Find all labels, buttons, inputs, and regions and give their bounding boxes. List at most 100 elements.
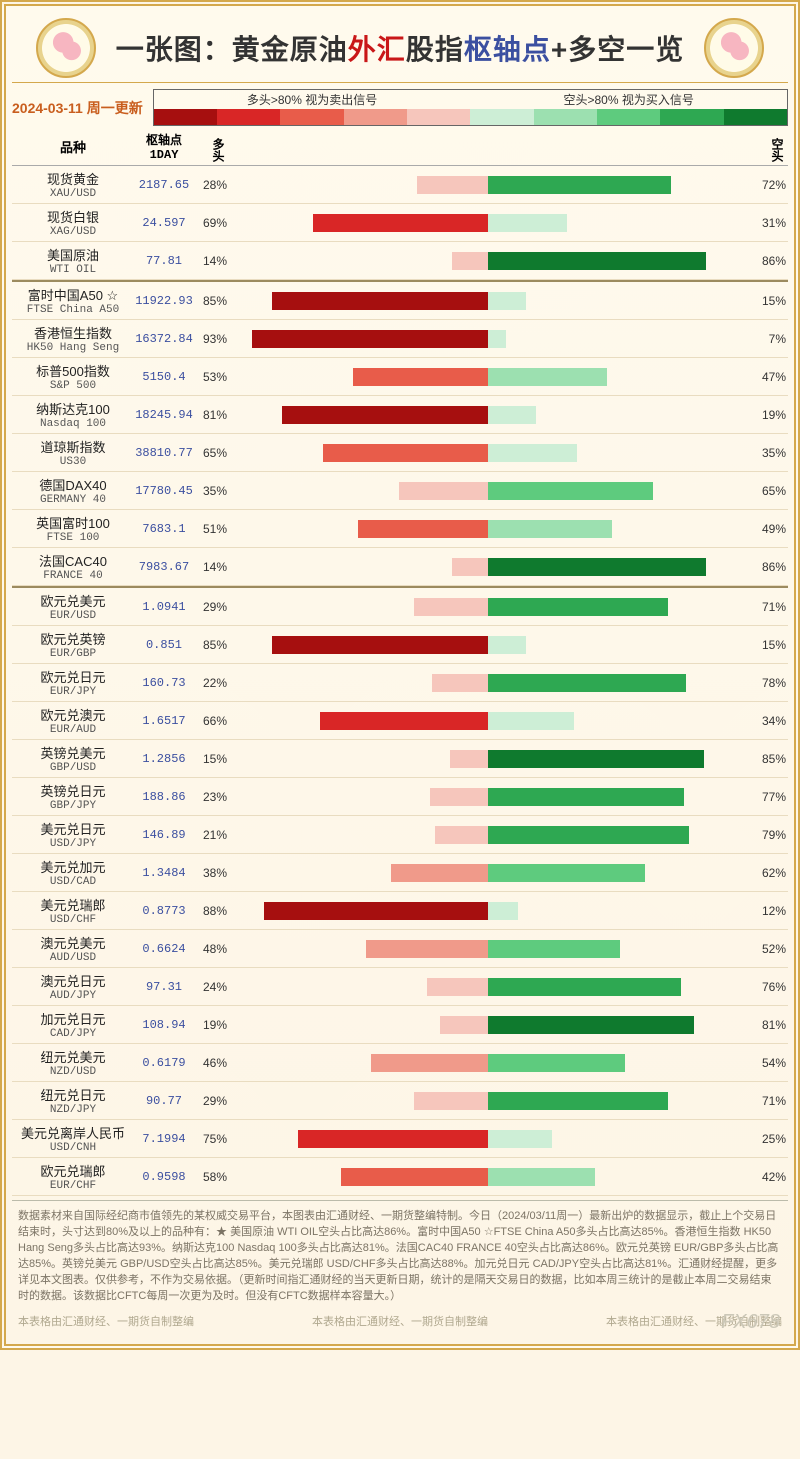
hdr-long: 多头 — [196, 132, 230, 162]
instrument-name: 英国富时100FTSE 100 — [14, 513, 132, 544]
long-pct: 19% — [196, 1018, 230, 1032]
ornament-right-icon — [704, 18, 764, 78]
legend-box: 多头>80% 视为卖出信号 空头>80% 视为买入信号 — [153, 89, 788, 126]
instrument-name: 美元兑离岸人民币USD/CNH — [14, 1123, 132, 1154]
pivot-value: 1.6517 — [132, 714, 196, 728]
legend-text-row: 多头>80% 视为卖出信号 空头>80% 视为买入信号 — [154, 90, 787, 109]
instrument-name: 纳斯达克100Nasdaq 100 — [14, 399, 132, 430]
short-bar-segment — [488, 1168, 595, 1186]
date-label: 2024-03-11 周一更新 — [12, 98, 143, 118]
long-bar-segment — [282, 406, 488, 424]
short-bar-segment — [488, 214, 567, 232]
table-row: 欧元兑美元EUR/USD1.094129%71% — [12, 586, 788, 626]
legend-swatch — [217, 109, 280, 125]
pivot-value: 77.81 — [132, 254, 196, 268]
long-bar-segment — [323, 444, 488, 462]
sentiment-bar — [230, 824, 746, 846]
long-pct: 29% — [196, 600, 230, 614]
instrument-name: 美国原油WTI OIL — [14, 245, 132, 276]
table-row: 美国原油WTI OIL77.8114%86% — [12, 242, 788, 280]
short-pct: 47% — [746, 370, 786, 384]
name-cn: 欧元兑澳元 — [14, 705, 132, 724]
name-en: GBP/JPY — [14, 800, 132, 812]
pivot-value: 2187.65 — [132, 178, 196, 192]
name-cn: 美元兑离岸人民币 — [14, 1123, 132, 1142]
pivot-value: 16372.84 — [132, 332, 196, 346]
legend-swatch — [280, 109, 343, 125]
sentiment-bar — [230, 404, 746, 426]
instrument-name: 欧元兑日元EUR/JPY — [14, 667, 132, 698]
instrument-name: 现货白银XAG/USD — [14, 207, 132, 238]
name-cn: 欧元兑英镑 — [14, 629, 132, 648]
legend-swatch — [660, 109, 723, 125]
short-pct: 34% — [746, 714, 786, 728]
long-pct: 24% — [196, 980, 230, 994]
pivot-value: 38810.77 — [132, 446, 196, 460]
long-bar-segment — [313, 214, 488, 232]
long-pct: 35% — [196, 484, 230, 498]
name-en: WTI OIL — [14, 264, 132, 276]
instrument-name: 标普500指数S&P 500 — [14, 361, 132, 392]
hdr-short: 空头 — [746, 132, 786, 162]
short-pct: 19% — [746, 408, 786, 422]
table-row: 纽元兑日元NZD/JPY90.7729%71% — [12, 1082, 788, 1120]
legend-swatch — [344, 109, 407, 125]
instrument-name: 英镑兑日元GBP/JPY — [14, 781, 132, 812]
table-row: 德国DAX40GERMANY 4017780.4535%65% — [12, 472, 788, 510]
title-blue: 枢轴点 — [464, 34, 551, 65]
sentiment-bar — [230, 556, 746, 578]
infographic-frame: 一张图：黄金原油外汇股指枢轴点+多空一览 2024-03-11 周一更新 多头>… — [0, 0, 800, 1350]
instrument-name: 纽元兑美元NZD/USD — [14, 1047, 132, 1078]
table-row: 标普500指数S&P 5005150.453%47% — [12, 358, 788, 396]
sentiment-bar — [230, 976, 746, 998]
short-bar-segment — [488, 598, 668, 616]
legend-swatches — [154, 109, 787, 125]
sentiment-bar — [230, 290, 746, 312]
name-en: GERMANY 40 — [14, 494, 132, 506]
short-bar-segment — [488, 252, 706, 270]
table-row: 澳元兑美元AUD/USD0.662448%52% — [12, 930, 788, 968]
instrument-name: 道琼斯指数US30 — [14, 437, 132, 468]
sentiment-bar — [230, 1014, 746, 1036]
long-bar-segment — [417, 176, 488, 194]
legend-swatch — [154, 109, 217, 125]
name-en: NZD/JPY — [14, 1104, 132, 1116]
legend-swatch — [407, 109, 470, 125]
name-cn: 纽元兑美元 — [14, 1047, 132, 1066]
name-cn: 美元兑加元 — [14, 857, 132, 876]
pivot-value: 17780.45 — [132, 484, 196, 498]
short-bar-segment — [488, 902, 518, 920]
sentiment-bar — [230, 710, 746, 732]
table-row: 美元兑日元USD/JPY146.8921%79% — [12, 816, 788, 854]
table-row: 法国CAC40FRANCE 407983.6714%86% — [12, 548, 788, 586]
pivot-value: 7683.1 — [132, 522, 196, 536]
name-cn: 美国原油 — [14, 245, 132, 264]
long-pct: 58% — [196, 1170, 230, 1184]
pivot-value: 188.86 — [132, 790, 196, 804]
short-pct: 7% — [746, 332, 786, 346]
pivot-value: 97.31 — [132, 980, 196, 994]
name-en: S&P 500 — [14, 380, 132, 392]
long-bar-segment — [353, 368, 488, 386]
name-en: CAD/JPY — [14, 1028, 132, 1040]
instrument-name: 欧元兑英镑EUR/GBP — [14, 629, 132, 660]
short-bar-segment — [488, 712, 574, 730]
legend-swatch — [597, 109, 660, 125]
short-pct: 12% — [746, 904, 786, 918]
name-cn: 道琼斯指数 — [14, 437, 132, 456]
long-bar-segment — [320, 712, 488, 730]
short-bar-segment — [488, 1092, 668, 1110]
page-title: 一张图：黄金原油外汇股指枢轴点+多空一览 — [116, 28, 684, 68]
instrument-name: 纽元兑日元NZD/JPY — [14, 1085, 132, 1116]
long-bar-segment — [435, 826, 488, 844]
table-row: 美元兑加元USD/CAD1.348438%62% — [12, 854, 788, 892]
title-red: 外汇 — [348, 34, 406, 65]
table-row: 欧元兑日元EUR/JPY160.7322%78% — [12, 664, 788, 702]
name-cn: 香港恒生指数 — [14, 323, 132, 342]
name-cn: 英镑兑日元 — [14, 781, 132, 800]
table-row: 欧元兑瑞郎EUR/CHF0.959858%42% — [12, 1158, 788, 1196]
short-bar-segment — [488, 674, 686, 692]
sentiment-bar — [230, 748, 746, 770]
table-row: 香港恒生指数HK50 Hang Seng16372.8493%7% — [12, 320, 788, 358]
hdr-name: 品种 — [14, 137, 132, 156]
